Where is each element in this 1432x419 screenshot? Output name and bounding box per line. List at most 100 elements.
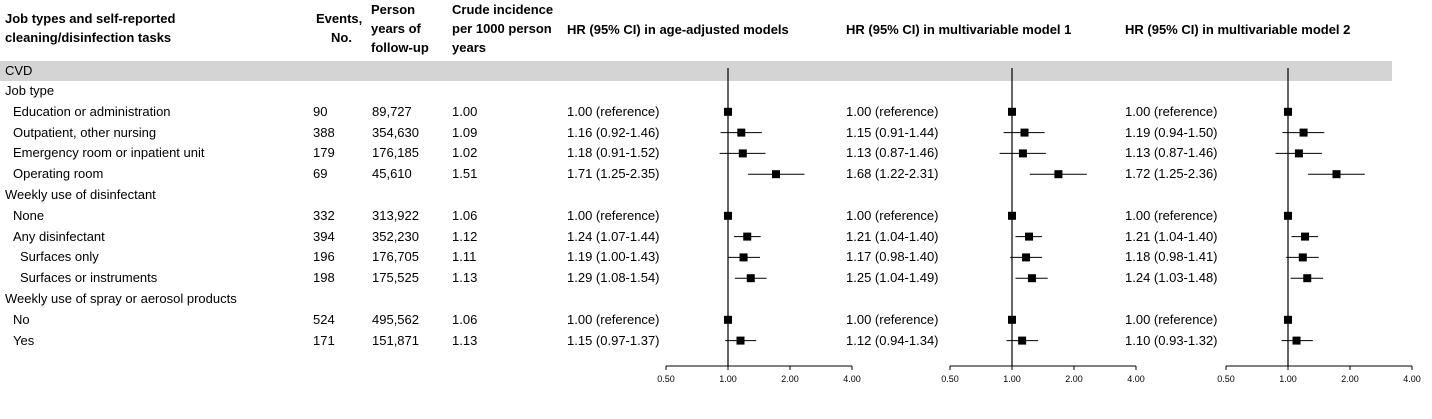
hr-point xyxy=(1027,274,1036,283)
hr-cell: 1.25 (1.04-1.49) xyxy=(846,270,939,286)
hr-point xyxy=(739,253,748,262)
events-cell: 196 xyxy=(313,249,335,265)
hr-cell: 1.00 (reference) xyxy=(1125,311,1218,327)
x-tick-label: 0.50 xyxy=(657,374,675,384)
crude-incidence-cell: 1.13 xyxy=(452,332,478,348)
x-tick-label: 0.50 xyxy=(1217,374,1235,384)
header-events: Events, No. xyxy=(316,11,363,45)
hr-cell: 1.68 (1.22-2.31) xyxy=(846,166,939,182)
hr-point xyxy=(1284,107,1292,116)
hr-point xyxy=(738,149,747,158)
person-years-cell: 313,922 xyxy=(372,207,419,223)
person-years-cell: 495,562 xyxy=(372,311,419,327)
x-tick-label: 1.00 xyxy=(1279,374,1297,384)
hr-cell: 1.00 (reference) xyxy=(567,103,660,119)
hr-cell: 1.24 (1.07-1.44) xyxy=(567,228,660,244)
events-cell: 69 xyxy=(313,166,328,182)
row-label: Operating room xyxy=(13,166,104,182)
header-hr-model-2: HR (95% CI) in multivariable model 2 xyxy=(1125,22,1351,37)
hr-cell: 1.00 (reference) xyxy=(1125,103,1218,119)
row-group-label: Job type xyxy=(5,83,55,98)
crude-incidence-cell: 1.09 xyxy=(452,124,478,140)
header-person-years: Person years of follow-up xyxy=(371,2,429,55)
row-label: None xyxy=(13,207,45,223)
hr-point xyxy=(1020,128,1029,137)
row-label: No xyxy=(13,311,30,327)
hr-cell: 1.29 (1.08-1.54) xyxy=(567,270,660,286)
events-cell: 90 xyxy=(313,103,328,119)
person-years-cell: 151,871 xyxy=(372,332,419,348)
hr-cell: 1.00 (reference) xyxy=(1125,207,1218,223)
person-years-cell: 352,230 xyxy=(372,228,419,244)
events-cell: 524 xyxy=(313,311,335,327)
hr-point xyxy=(1008,107,1016,116)
x-tick-label: 2.00 xyxy=(1341,374,1359,384)
hr-point xyxy=(1332,170,1341,179)
row-label: Any disinfectant xyxy=(13,228,105,244)
hr-cell: 1.00 (reference) xyxy=(846,103,939,119)
hr-point xyxy=(1008,315,1016,324)
hr-point xyxy=(1018,336,1027,345)
row-label: Surfaces only xyxy=(20,249,99,265)
hr-point xyxy=(1018,149,1027,158)
hr-point xyxy=(1299,128,1308,137)
hr-point xyxy=(724,211,732,220)
events-cell: 394 xyxy=(313,228,335,244)
x-tick-label: 1.00 xyxy=(1003,374,1021,384)
crude-incidence-cell: 1.51 xyxy=(452,166,478,182)
hr-cell: 1.16 (0.92-1.46) xyxy=(567,124,660,140)
hr-cell: 1.00 (reference) xyxy=(846,207,939,223)
x-tick-label: 2.00 xyxy=(1065,374,1083,384)
hr-point xyxy=(724,315,732,324)
hr-cell: 1.00 (reference) xyxy=(567,207,660,223)
hr-point xyxy=(724,107,732,116)
x-tick-label: 4.00 xyxy=(843,374,861,384)
hr-cell: 1.13 (0.87-1.46) xyxy=(1125,145,1218,161)
hr-point xyxy=(1298,253,1307,262)
row-label: Outpatient, other nursing xyxy=(13,124,157,140)
row-label: Emergency room or inpatient unit xyxy=(13,145,205,161)
hr-cell: 1.00 (reference) xyxy=(846,311,939,327)
hr-cell: 1.18 (0.91-1.52) xyxy=(567,145,660,161)
crude-incidence-cell: 1.06 xyxy=(452,311,478,327)
hr-point xyxy=(771,170,780,179)
outcome-band-label: CVD xyxy=(5,63,33,78)
crude-incidence-cell: 1.11 xyxy=(452,249,477,265)
hr-point xyxy=(1284,315,1292,324)
hr-point xyxy=(1054,170,1063,179)
hr-cell: 1.18 (0.98-1.41) xyxy=(1125,249,1218,265)
header-label: Job types and self-reported cleaning/dis… xyxy=(5,11,176,45)
header-hr-model-1: HR (95% CI) in multivariable model 1 xyxy=(846,22,1072,37)
crude-incidence-cell: 1.02 xyxy=(452,145,478,161)
events-cell: 332 xyxy=(313,207,335,223)
crude-incidence-cell: 1.13 xyxy=(452,270,478,286)
hr-point xyxy=(743,232,752,241)
hr-point xyxy=(736,336,745,345)
hr-cell: 1.17 (0.98-1.40) xyxy=(846,249,939,265)
hr-cell: 1.19 (1.00-1.43) xyxy=(567,249,660,265)
person-years-cell: 354,630 xyxy=(372,124,419,140)
events-cell: 179 xyxy=(313,145,335,161)
hr-cell: 1.12 (0.94-1.34) xyxy=(846,332,939,348)
events-cell: 171 xyxy=(313,332,335,348)
hr-cell: 1.15 (0.91-1.44) xyxy=(846,124,939,140)
hr-cell: 1.13 (0.87-1.46) xyxy=(846,145,939,161)
hr-cell: 1.71 (1.25-2.35) xyxy=(567,166,660,182)
hr-point xyxy=(1294,149,1303,158)
person-years-cell: 175,525 xyxy=(372,270,419,286)
x-tick-label: 0.50 xyxy=(941,374,959,384)
row-group-label: Weekly use of spray or aerosol products xyxy=(5,291,237,306)
outcome-band xyxy=(0,61,1392,81)
hr-cell: 1.19 (0.94-1.50) xyxy=(1125,124,1218,140)
hr-point xyxy=(1284,211,1292,220)
x-tick-label: 1.00 xyxy=(719,374,737,384)
hr-point xyxy=(1008,211,1016,220)
person-years-cell: 89,727 xyxy=(372,103,412,119)
person-years-cell: 176,185 xyxy=(372,145,419,161)
hr-point xyxy=(746,274,755,283)
x-tick-label: 4.00 xyxy=(1127,374,1145,384)
header-crude-incidence: Crude incidence per 1000 person years xyxy=(452,2,554,55)
hr-cell: 1.10 (0.93-1.32) xyxy=(1125,332,1218,348)
row-label: Yes xyxy=(13,332,35,348)
